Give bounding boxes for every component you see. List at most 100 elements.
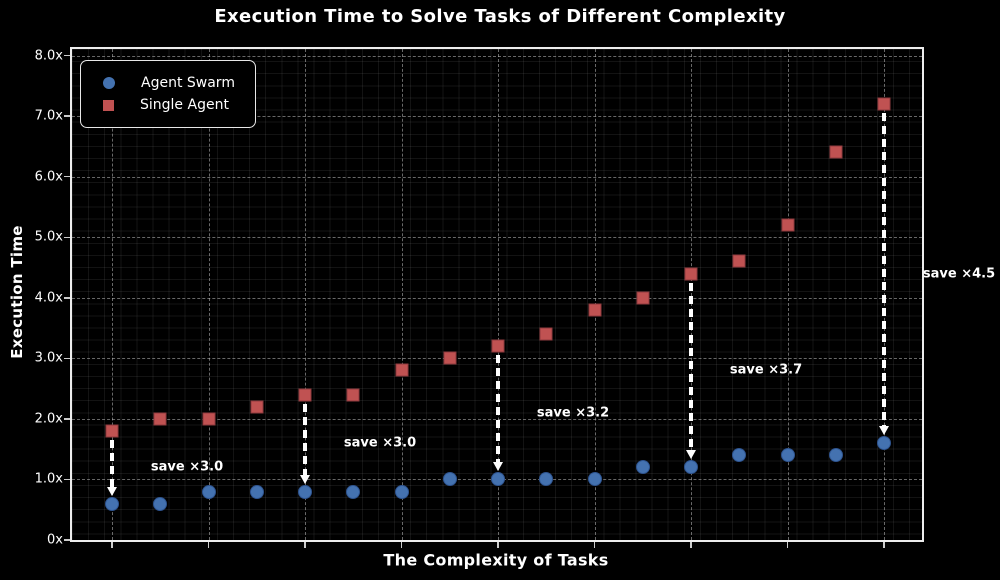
gridline-v xyxy=(498,49,499,540)
gridline-v xyxy=(208,49,210,540)
legend-label: Single Agent xyxy=(140,97,229,113)
legend-label: Agent Swarm xyxy=(141,75,235,91)
data-point-single-agent xyxy=(491,339,505,353)
savings-arrow-head xyxy=(493,462,503,472)
gridline-v xyxy=(112,49,113,540)
savings-arrow xyxy=(689,282,693,451)
savings-annotation: save ×3.7 xyxy=(729,362,803,378)
savings-arrow-head xyxy=(686,450,696,460)
y-tick-label: 0x xyxy=(47,532,63,548)
data-point-single-agent xyxy=(588,303,601,317)
savings-arrow-head xyxy=(879,426,889,436)
savings-arrow xyxy=(303,403,307,475)
gridline-h xyxy=(72,116,922,118)
data-point-single-agent xyxy=(684,267,698,281)
square-marker-icon xyxy=(103,99,114,111)
x-axis-label: The Complexity of Tasks xyxy=(383,550,609,570)
y-tick-mark xyxy=(64,357,70,360)
savings-arrow xyxy=(882,113,886,427)
savings-annotation: save ×3.2 xyxy=(536,405,610,421)
gridline-v xyxy=(305,49,306,540)
x-tick-mark xyxy=(593,542,596,548)
data-point-agent-swarm xyxy=(153,496,168,511)
data-point-agent-swarm xyxy=(732,448,747,463)
data-point-agent-swarm xyxy=(249,484,264,499)
data-point-agent-swarm xyxy=(877,436,891,451)
data-point-agent-swarm xyxy=(491,472,505,487)
y-axis-label: Execution Time xyxy=(8,225,26,359)
gridline-h xyxy=(72,297,922,299)
data-point-agent-swarm xyxy=(105,496,119,511)
y-tick-mark xyxy=(64,478,70,481)
data-point-agent-swarm xyxy=(780,448,795,463)
data-point-agent-swarm xyxy=(539,472,554,487)
data-point-agent-swarm xyxy=(346,484,361,499)
circle-marker-icon xyxy=(103,77,115,89)
savings-arrow xyxy=(496,355,500,463)
y-tick-mark xyxy=(64,175,70,178)
data-point-single-agent xyxy=(298,388,312,402)
data-point-agent-swarm xyxy=(394,484,409,499)
data-point-single-agent xyxy=(829,145,843,159)
data-point-agent-swarm xyxy=(684,460,698,475)
x-tick-mark xyxy=(690,542,692,548)
savings-annotation: save ×3.0 xyxy=(343,435,417,451)
legend-item: Single Agent xyxy=(103,94,235,116)
data-point-single-agent xyxy=(202,412,215,426)
y-tick-label: 7.0x xyxy=(34,108,63,124)
data-point-single-agent xyxy=(732,254,746,268)
y-tick-label: 1.0x xyxy=(34,471,63,487)
data-point-agent-swarm xyxy=(442,472,457,487)
data-point-single-agent xyxy=(636,291,650,305)
savings-arrow-head xyxy=(300,474,310,484)
legend: Agent Swarm Single Agent xyxy=(80,60,256,128)
x-tick-mark xyxy=(786,542,789,548)
y-tick-mark xyxy=(64,236,70,238)
data-point-single-agent xyxy=(539,327,553,341)
x-tick-mark xyxy=(304,542,306,548)
chart-title: Execution Time to Solve Tasks of Differe… xyxy=(214,6,786,27)
data-point-agent-swarm xyxy=(587,472,602,487)
y-tick-label: 3.0x xyxy=(34,350,63,366)
gridline-v xyxy=(594,49,596,540)
plot-area: Agent Swarm Single Agent 0x 1.0x 2.0x 3.0x 4.… xyxy=(35,47,995,548)
legend-item: Agent Swarm xyxy=(103,72,235,94)
data-point-single-agent xyxy=(443,351,457,365)
x-tick-mark xyxy=(497,542,499,548)
gridline-h xyxy=(72,237,922,239)
gridline-v xyxy=(787,49,789,540)
y-tick-mark xyxy=(64,418,70,420)
y-tick-mark xyxy=(64,297,70,299)
data-point-agent-swarm xyxy=(635,460,650,475)
savings-arrow-head xyxy=(107,486,117,496)
data-point-agent-swarm xyxy=(201,484,216,499)
x-tick-mark xyxy=(111,542,113,548)
data-point-single-agent xyxy=(877,97,891,111)
data-point-agent-swarm xyxy=(298,484,312,499)
y-tick-label: 2.0x xyxy=(34,411,63,427)
gridline-h xyxy=(72,55,922,57)
gridline-h xyxy=(72,176,922,178)
data-point-single-agent xyxy=(395,363,408,377)
savings-annotation: save ×3.0 xyxy=(150,459,224,475)
y-tick-label: 6.0x xyxy=(34,169,63,185)
x-tick-mark xyxy=(883,542,885,548)
y-tick-label: 5.0x xyxy=(34,229,63,245)
y-tick-mark xyxy=(64,54,70,57)
y-tick-label: 8.0x xyxy=(34,48,63,64)
y-tick-mark xyxy=(64,539,70,541)
savings-arrow xyxy=(110,440,114,487)
x-tick-mark xyxy=(400,542,403,548)
data-point-single-agent xyxy=(781,218,794,232)
gridline-v xyxy=(401,49,403,540)
data-point-agent-swarm xyxy=(828,448,843,463)
data-point-single-agent xyxy=(250,400,264,414)
data-point-single-agent xyxy=(105,424,119,438)
x-tick-mark xyxy=(207,542,210,548)
data-point-single-agent xyxy=(153,412,167,426)
savings-annotation: save ×4.5 xyxy=(922,266,996,282)
y-tick-label: 4.0x xyxy=(34,290,63,306)
data-point-single-agent xyxy=(346,388,360,402)
y-tick-mark xyxy=(64,115,70,117)
